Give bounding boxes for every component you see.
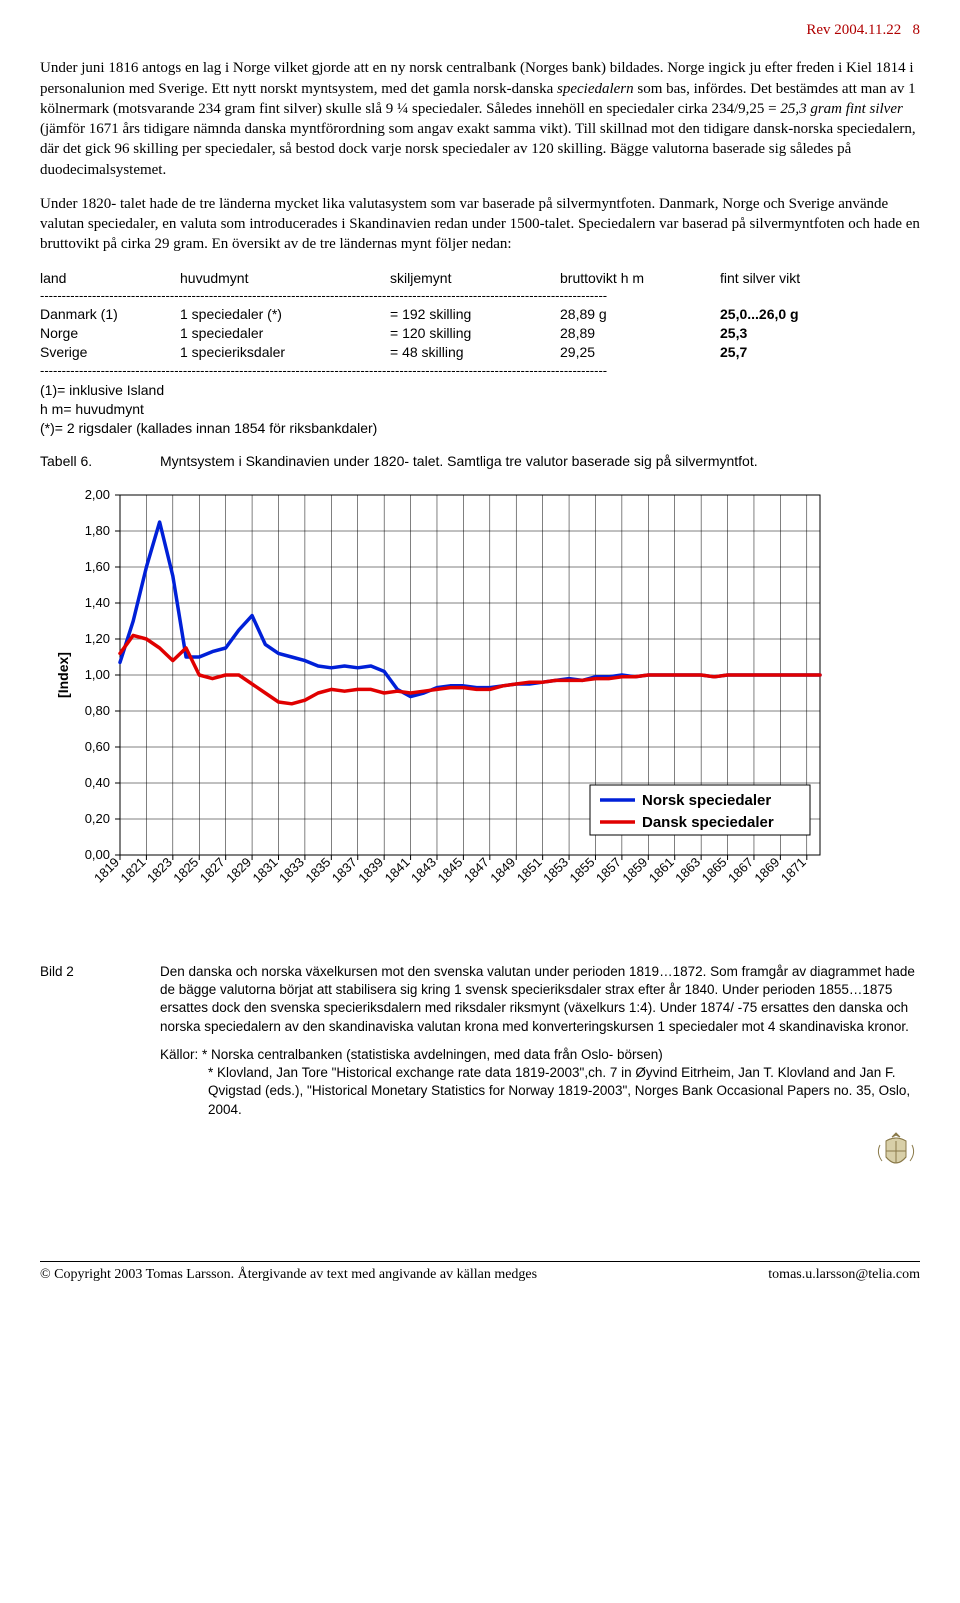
table-notes: (1)= inklusive Island h m= huvudmynt (*)… bbox=[40, 381, 920, 438]
svg-text:1863: 1863 bbox=[672, 854, 703, 885]
svg-text:1831: 1831 bbox=[250, 854, 281, 885]
svg-text:1823: 1823 bbox=[144, 854, 175, 885]
svg-text:0,40: 0,40 bbox=[85, 775, 110, 790]
svg-text:1,80: 1,80 bbox=[85, 523, 110, 538]
svg-text:0,80: 0,80 bbox=[85, 703, 110, 718]
svg-text:Norsk speciedaler: Norsk speciedaler bbox=[642, 792, 771, 809]
tabell6-label: Tabell 6. bbox=[40, 452, 160, 471]
tabell6-text: Myntsystem i Skandinavien under 1820- ta… bbox=[160, 452, 758, 471]
col-header-skiljemynt: skiljemynt bbox=[390, 269, 560, 288]
svg-text:0,20: 0,20 bbox=[85, 811, 110, 826]
exchange-rate-chart: 0,000,200,400,600,801,001,201,401,601,80… bbox=[50, 485, 920, 941]
cell-huvudmynt: 1 speciedaler bbox=[180, 324, 390, 343]
svg-text:1867: 1867 bbox=[725, 854, 756, 885]
table-note: h m= huvudmynt bbox=[40, 400, 920, 419]
svg-text:1827: 1827 bbox=[197, 854, 228, 885]
table-row: Danmark (1)1 speciedaler (*)= 192 skilli… bbox=[40, 305, 920, 324]
col-header-bruttovikt: bruttovikt h m bbox=[560, 269, 720, 288]
bild2-label: Bild 2 bbox=[40, 963, 160, 1129]
table-row: Sverige1 specieriksdaler= 48 skilling29,… bbox=[40, 343, 920, 362]
cell-skiljemynt: = 120 skilling bbox=[390, 324, 560, 343]
tabell6-caption: Tabell 6. Myntsystem i Skandinavien unde… bbox=[40, 452, 920, 471]
svg-text:1871: 1871 bbox=[778, 854, 809, 885]
col-header-land: land bbox=[40, 269, 180, 288]
col-header-fintsilver: fint silver vikt bbox=[720, 269, 880, 288]
svg-text:1,60: 1,60 bbox=[85, 559, 110, 574]
paragraph-1: Under juni 1816 antogs en lag i Norge vi… bbox=[40, 58, 920, 180]
cell-skiljemynt: = 192 skilling bbox=[390, 305, 560, 324]
svg-text:1829: 1829 bbox=[223, 854, 254, 885]
cell-fintsilver: 25,3 bbox=[720, 324, 880, 343]
svg-text:1865: 1865 bbox=[699, 854, 730, 885]
crest-icon bbox=[40, 1129, 920, 1171]
bild2-p1: Den danska och norska växelkursen mot de… bbox=[160, 963, 920, 1036]
page-number: 8 bbox=[913, 22, 921, 38]
cell-bruttovikt: 28,89 g bbox=[560, 305, 720, 324]
page-footer: © Copyright 2003 Tomas Larsson. Återgiva… bbox=[40, 1261, 920, 1285]
svg-text:1,20: 1,20 bbox=[85, 631, 110, 646]
svg-text:1841: 1841 bbox=[382, 854, 413, 885]
table-divider: ----------------------------------------… bbox=[40, 362, 920, 380]
cell-land: Sverige bbox=[40, 343, 180, 362]
svg-text:2,00: 2,00 bbox=[85, 487, 110, 502]
svg-text:0,60: 0,60 bbox=[85, 739, 110, 754]
table-divider: ----------------------------------------… bbox=[40, 287, 920, 305]
cell-fintsilver: 25,0...26,0 g bbox=[720, 305, 880, 324]
col-header-huvudmynt: huvudmynt bbox=[180, 269, 390, 288]
svg-text:1825: 1825 bbox=[170, 854, 201, 885]
svg-text:1869: 1869 bbox=[751, 854, 782, 885]
svg-text:1833: 1833 bbox=[276, 854, 307, 885]
svg-text:1837: 1837 bbox=[329, 854, 360, 885]
cell-skiljemynt: = 48 skilling bbox=[390, 343, 560, 362]
cell-huvudmynt: 1 specieriksdaler bbox=[180, 343, 390, 362]
bild2-caption: Bild 2 Den danska och norska växelkursen… bbox=[40, 963, 920, 1129]
svg-text:1843: 1843 bbox=[408, 854, 439, 885]
svg-text:1,00: 1,00 bbox=[85, 667, 110, 682]
svg-text:1821: 1821 bbox=[117, 854, 148, 885]
svg-text:[Index]: [Index] bbox=[55, 652, 71, 698]
cell-bruttovikt: 29,25 bbox=[560, 343, 720, 362]
cell-land: Norge bbox=[40, 324, 180, 343]
bild2-text: Den danska och norska växelkursen mot de… bbox=[160, 963, 920, 1129]
coin-table: land huvudmynt skiljemynt bruttovikt h m… bbox=[40, 269, 920, 438]
footer-email: tomas.u.larsson@telia.com bbox=[768, 1266, 920, 1285]
table-row: Norge1 speciedaler= 120 skilling28,8925,… bbox=[40, 324, 920, 343]
svg-text:1861: 1861 bbox=[646, 854, 677, 885]
table-header-row: land huvudmynt skiljemynt bruttovikt h m… bbox=[40, 269, 920, 288]
table-note: (*)= 2 rigsdaler (kallades innan 1854 fö… bbox=[40, 419, 920, 438]
cell-land: Danmark (1) bbox=[40, 305, 180, 324]
svg-text:1851: 1851 bbox=[514, 854, 545, 885]
cell-huvudmynt: 1 speciedaler (*) bbox=[180, 305, 390, 324]
svg-text:1847: 1847 bbox=[461, 854, 492, 885]
svg-text:1839: 1839 bbox=[355, 854, 386, 885]
page-header: Rev 2004.11.22 8 bbox=[40, 20, 920, 40]
svg-text:1835: 1835 bbox=[302, 854, 333, 885]
table-note: (1)= inklusive Island bbox=[40, 381, 920, 400]
svg-text:1857: 1857 bbox=[593, 854, 624, 885]
svg-text:1845: 1845 bbox=[434, 854, 465, 885]
svg-text:1859: 1859 bbox=[619, 854, 650, 885]
svg-text:1855: 1855 bbox=[567, 854, 598, 885]
svg-text:1,40: 1,40 bbox=[85, 595, 110, 610]
cell-fintsilver: 25,7 bbox=[720, 343, 880, 362]
bild2-sources: Källor: * Norska centralbanken (statisti… bbox=[160, 1046, 920, 1119]
footer-copyright: © Copyright 2003 Tomas Larsson. Återgiva… bbox=[40, 1266, 537, 1285]
svg-text:1853: 1853 bbox=[540, 854, 571, 885]
paragraph-2: Under 1820- talet hade de tre länderna m… bbox=[40, 194, 920, 255]
svg-text:1849: 1849 bbox=[487, 854, 518, 885]
svg-text:Dansk speciedaler: Dansk speciedaler bbox=[642, 814, 774, 831]
rev-label: Rev 2004.11.22 bbox=[806, 22, 901, 38]
cell-bruttovikt: 28,89 bbox=[560, 324, 720, 343]
